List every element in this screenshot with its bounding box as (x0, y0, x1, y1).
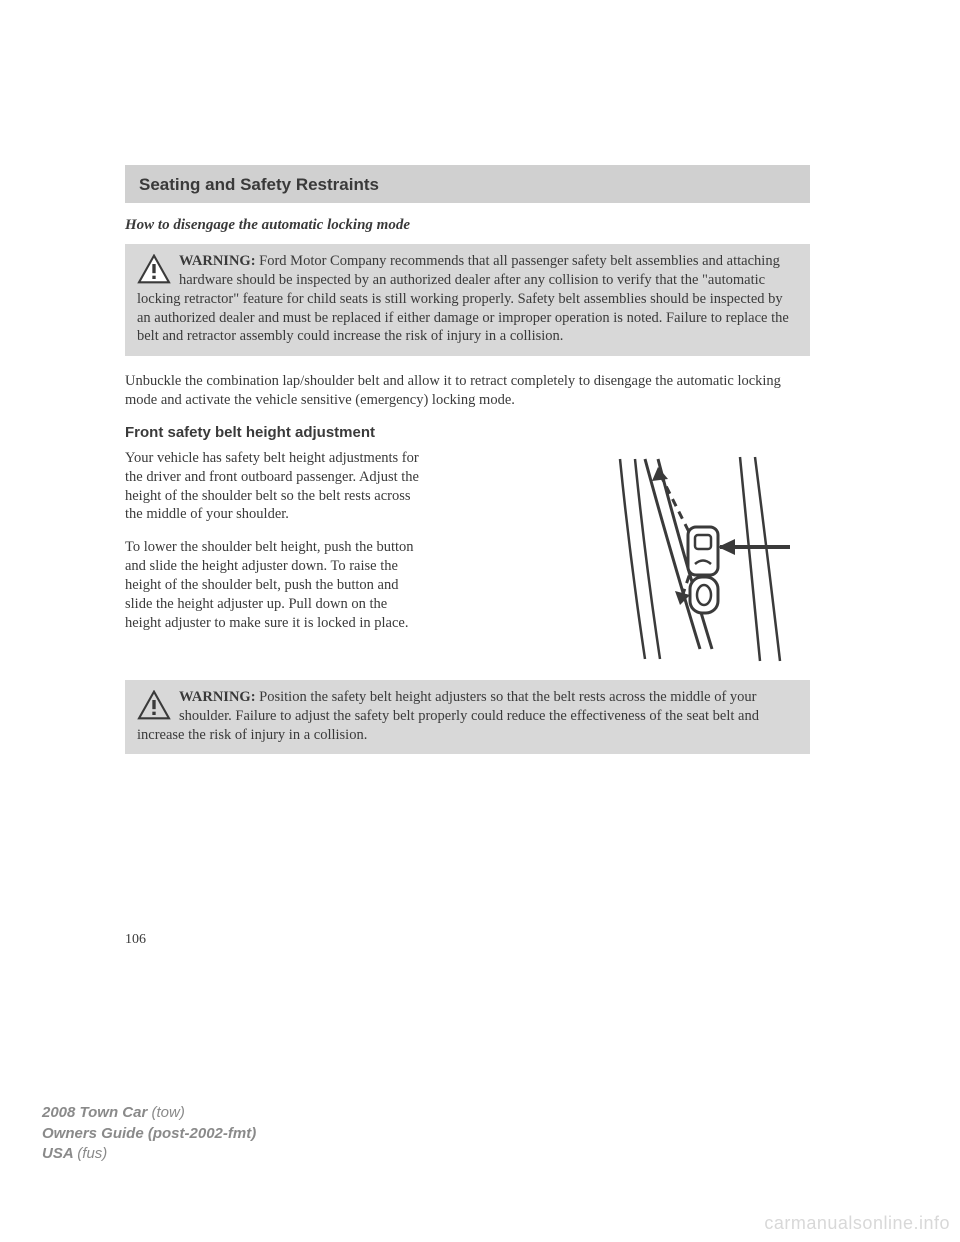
footer-code-1: (tow) (151, 1104, 184, 1121)
warning-label: WARNING: (179, 689, 256, 705)
warning-box-2: WARNING: Position the safety belt height… (125, 680, 810, 755)
footer-line-3: USA (fus) (42, 1144, 256, 1164)
warning-1-text: WARNING: Ford Motor Company recommends t… (137, 252, 798, 346)
warning-label: WARNING: (179, 253, 256, 269)
warning-triangle-icon (137, 254, 171, 284)
manual-page: Seating and Safety Restraints How to dis… (0, 0, 960, 948)
page-number: 106 (125, 932, 810, 948)
para-lower-raise: To lower the shoulder belt height, push … (125, 538, 425, 632)
footer: 2008 Town Car (tow) Owners Guide (post-2… (42, 1103, 256, 1164)
para-unbuckle: Unbuckle the combination lap/shoulder be… (125, 372, 810, 410)
two-column-section: Your vehicle has safety belt height adju… (125, 449, 810, 674)
footer-guide: Owners Guide (post-2002-fmt) (42, 1125, 256, 1142)
section-header-text: Seating and Safety Restraints (139, 175, 796, 195)
footer-model: 2008 Town Car (42, 1104, 151, 1121)
warning-2-text: WARNING: Position the safety belt height… (137, 688, 798, 745)
heading-height-adjustment: Front safety belt height adjustment (125, 424, 810, 441)
warning-triangle-icon (137, 690, 171, 720)
para-adjustments: Your vehicle has safety belt height adju… (125, 449, 425, 524)
warning-box-1: WARNING: Ford Motor Company recommends t… (125, 244, 810, 356)
watermark: carmanualsonline.info (764, 1213, 950, 1234)
footer-line-1: 2008 Town Car (tow) (42, 1103, 256, 1123)
text-column: Your vehicle has safety belt height adju… (125, 449, 425, 637)
footer-line-2: Owners Guide (post-2002-fmt) (42, 1124, 256, 1144)
footer-region: USA (42, 1145, 77, 1162)
subheading-disengage: How to disengage the automatic locking m… (125, 217, 810, 234)
section-header: Seating and Safety Restraints (125, 165, 810, 203)
seatbelt-adjuster-illustration (590, 449, 810, 669)
footer-code-2: (fus) (77, 1145, 107, 1162)
illustration-column (590, 449, 810, 674)
